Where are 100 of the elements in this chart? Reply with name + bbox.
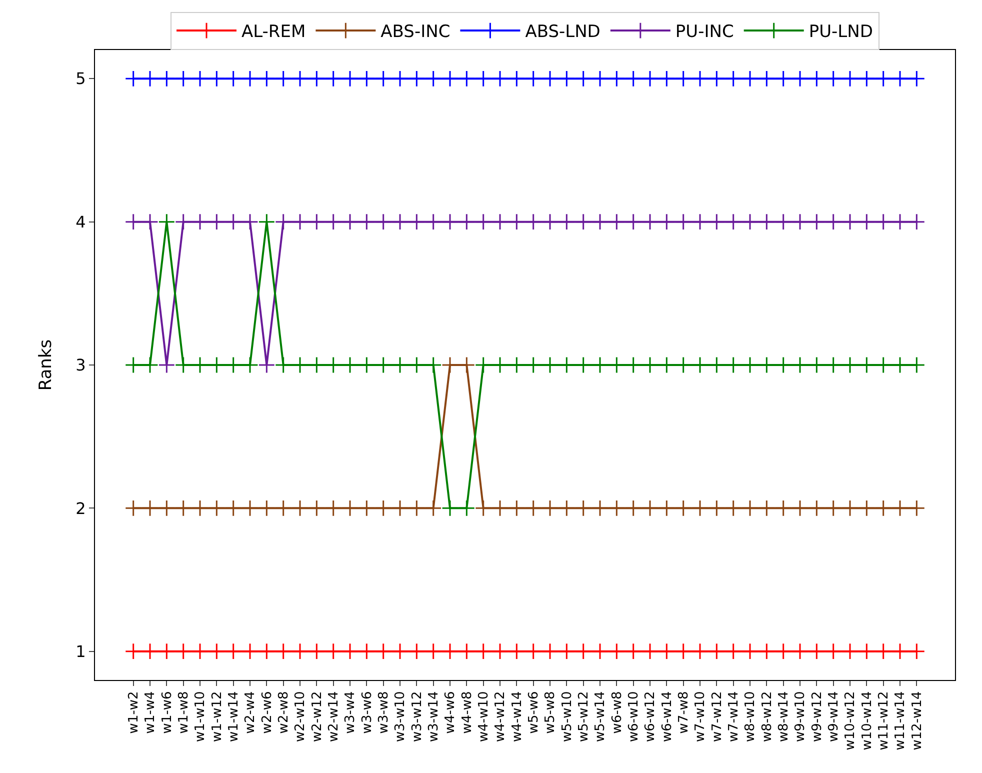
x-tick-label: w3-w10: [393, 691, 408, 742]
point: [592, 642, 608, 660]
point: [242, 500, 258, 517]
x-tick-label: w1-w6: [160, 691, 175, 734]
point: [374, 642, 392, 660]
point: [324, 642, 342, 660]
x-tick-label: w8-w12: [760, 691, 775, 742]
point: [574, 70, 592, 88]
y-tick-label: 2: [76, 498, 86, 518]
x-tick-label: w6-w14: [660, 691, 675, 742]
point: [724, 213, 742, 230]
x-tick-label: w3-w12: [410, 691, 425, 742]
point: [392, 500, 408, 517]
point: [758, 70, 776, 88]
x-tick-label: w2-w4: [243, 691, 258, 734]
y-tick-label: 4: [76, 212, 86, 232]
point: [624, 500, 642, 517]
point: [392, 70, 408, 88]
point: [408, 70, 426, 88]
point: [508, 500, 526, 517]
point: [674, 70, 692, 88]
point: [408, 500, 426, 517]
legend-label: ABS-INC: [380, 22, 450, 42]
point: [808, 70, 826, 88]
point: [908, 213, 926, 230]
point: [358, 70, 376, 88]
point: [608, 500, 626, 517]
point: [474, 642, 492, 660]
point: [742, 213, 758, 230]
x-tick-label: w8-w10: [743, 691, 758, 742]
point: [724, 500, 742, 517]
point: [474, 213, 492, 230]
point: [774, 642, 792, 660]
point: [424, 642, 442, 660]
point: [692, 213, 708, 230]
point: [858, 213, 876, 230]
x-tick-label: w5-w14: [593, 691, 608, 742]
point: [274, 642, 292, 660]
point: [658, 500, 676, 517]
point: [708, 500, 726, 517]
point: [158, 70, 176, 88]
legend-label: PU-LND: [808, 22, 873, 42]
point: [424, 70, 442, 88]
point: [892, 213, 908, 230]
point: [574, 642, 592, 660]
point: [674, 642, 692, 660]
point: [574, 500, 592, 517]
point: [758, 500, 776, 517]
point: [174, 213, 192, 230]
y-tick-label: 3: [76, 356, 86, 375]
point: [174, 70, 192, 88]
point: [174, 642, 192, 660]
point: [542, 70, 558, 88]
y-tick-label: 1: [76, 642, 86, 661]
x-tick-label: w3-w4: [343, 691, 358, 734]
point: [458, 500, 476, 517]
point: [724, 642, 742, 660]
point: [508, 70, 526, 88]
point: [558, 213, 576, 230]
point: [592, 500, 608, 517]
point: [374, 70, 392, 88]
x-tick-label: w1-w14: [226, 691, 242, 742]
point: [792, 70, 808, 88]
point: [874, 642, 892, 660]
point: [908, 70, 926, 88]
point: [142, 500, 158, 517]
x-tick-label: w5-w8: [543, 691, 558, 734]
point: [158, 500, 176, 517]
point: [408, 213, 426, 230]
point: [392, 213, 408, 230]
point: [342, 70, 358, 88]
point: [542, 213, 558, 230]
point: [658, 70, 676, 88]
legend-label: ABS-LND: [525, 22, 600, 42]
x-tick-label: w7-w12: [710, 691, 725, 742]
x-tick-label: w5-w6: [526, 691, 542, 734]
point: [524, 642, 542, 660]
x-tick-label: w8-w14: [776, 691, 792, 742]
point: [342, 642, 358, 660]
point: [858, 70, 876, 88]
point: [324, 70, 342, 88]
point: [542, 500, 558, 517]
point: [374, 213, 392, 230]
point: [808, 500, 826, 517]
point: [242, 213, 258, 230]
point: [842, 642, 858, 660]
point: [224, 642, 242, 660]
point: [492, 213, 508, 230]
x-tick-label: w1-w8: [176, 691, 192, 734]
x-tick-label: w4-w10: [476, 691, 492, 742]
x-tick-label: w1-w10: [193, 691, 208, 742]
y-tick-label: 5: [76, 69, 86, 88]
x-tick-label: w2-w8: [276, 691, 292, 734]
point: [658, 642, 676, 660]
point: [274, 500, 292, 517]
x-tick-label: w3-w8: [376, 691, 392, 734]
x-tick-label: w4-w8: [460, 691, 475, 734]
point: [558, 500, 576, 517]
x-tick-label: w5-w10: [560, 691, 575, 742]
point: [224, 500, 242, 517]
